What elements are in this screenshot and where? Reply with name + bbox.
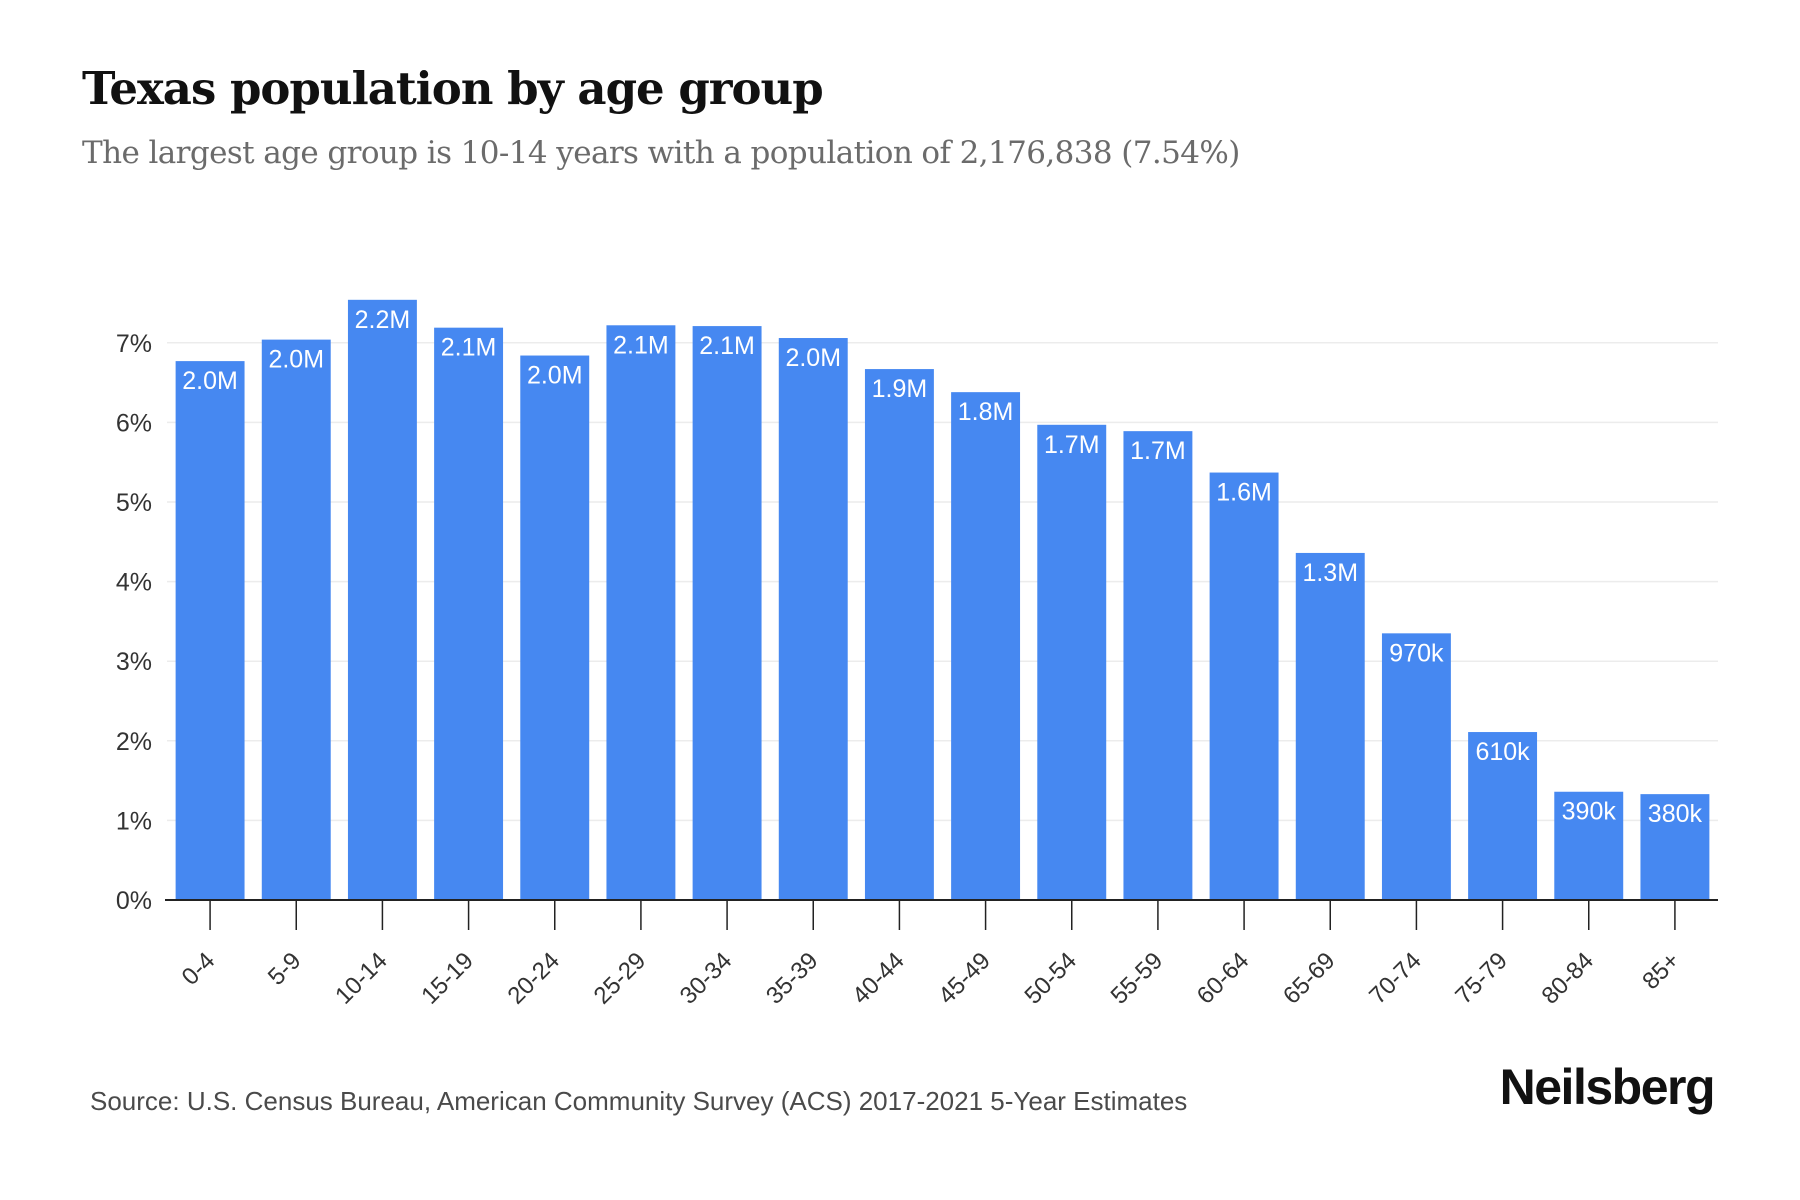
bar	[347, 299, 417, 900]
bar	[520, 355, 590, 900]
bar	[606, 325, 676, 901]
x-tick-label: 0-4	[177, 947, 221, 991]
x-tick-label: 5-9	[263, 947, 307, 991]
bar-data-label: 1.7M	[1130, 437, 1186, 465]
x-tick-label: 20-24	[502, 947, 565, 1010]
bar-data-label: 1.6M	[1216, 479, 1272, 507]
bar-data-label: 2.0M	[527, 362, 583, 390]
x-tick-label: 80-84	[1536, 947, 1599, 1010]
y-tick-label: 0%	[116, 887, 152, 915]
bar-data-label: 1.8M	[958, 398, 1014, 426]
y-axis-ticks: 0% 1% 2% 3% 4% 5% 6% 7%	[116, 330, 152, 915]
bar	[1640, 794, 1710, 900]
x-tick-label: 60-64	[1192, 947, 1255, 1010]
x-tick-label: 65-69	[1278, 947, 1341, 1010]
gridlines	[167, 342, 1718, 822]
bar-data-label: 1.7M	[1044, 431, 1100, 459]
x-tick-label: 40-44	[847, 947, 910, 1010]
bar	[951, 392, 1021, 900]
chart-subtitle: The largest age group is 10-14 years wit…	[82, 135, 1240, 171]
bar	[1037, 424, 1107, 900]
bar-data-label: 2.0M	[785, 344, 841, 372]
bar-data-label: 2.0M	[182, 367, 238, 395]
bar-data-label: 2.1M	[441, 334, 497, 362]
bar	[692, 326, 762, 901]
x-tick-label: 85+	[1637, 947, 1685, 995]
bar-data-label: 970k	[1389, 639, 1444, 667]
bar	[864, 369, 934, 900]
brand-logo: Neilsberg	[1499, 1059, 1716, 1115]
bar-data-label: 2.1M	[613, 331, 669, 359]
bar-data-label: 610k	[1475, 738, 1530, 766]
y-tick-label: 6%	[116, 409, 152, 437]
bar-data-label: 380k	[1648, 800, 1703, 828]
x-tick-label: 55-59	[1106, 947, 1169, 1010]
y-tick-label: 4%	[116, 569, 152, 597]
y-tick-label: 5%	[116, 489, 152, 517]
bar-data-labels: 2.0M 2.0M 2.2M 2.1M 2.0M 2.1M 2.1M 2.0M 1.9M 1.8M…	[182, 306, 1702, 828]
bar	[778, 338, 848, 900]
bar	[1123, 431, 1193, 900]
x-axis: 0-4 5-9 10-14 15-19 20-24 25-29 30-34 35-39 40-4…	[165, 899, 1718, 1010]
y-tick-label: 2%	[116, 728, 152, 756]
x-tick-label: 45-49	[933, 947, 996, 1010]
bar-data-label: 2.0M	[268, 346, 324, 374]
bar-data-label: 2.1M	[699, 332, 755, 360]
bar	[1554, 791, 1624, 900]
bar	[1295, 552, 1365, 900]
x-tick-label: 25-29	[589, 947, 652, 1010]
x-tick-label: 75-79	[1450, 947, 1513, 1010]
x-tick-label: 10-14	[330, 947, 393, 1010]
chart-title: Texas population by age group	[82, 62, 824, 115]
bar	[1209, 472, 1279, 900]
bar-data-label: 1.9M	[872, 375, 928, 403]
x-tick-label: 15-19	[416, 947, 479, 1010]
y-tick-label: 3%	[116, 648, 152, 676]
bar	[1468, 732, 1538, 900]
source-note: Source: U.S. Census Bureau, American Com…	[90, 1086, 1188, 1116]
bar-data-label: 2.2M	[355, 306, 411, 334]
y-tick-label: 7%	[116, 330, 152, 358]
bars	[175, 299, 1710, 901]
bar	[1381, 633, 1451, 900]
x-tick-label: 35-39	[761, 947, 824, 1010]
bar-data-label: 390k	[1562, 798, 1617, 826]
bar	[175, 361, 245, 900]
bar	[434, 327, 504, 900]
bar-data-label: 1.3M	[1302, 559, 1358, 587]
y-tick-label: 1%	[116, 807, 152, 835]
x-tick-label: 50-54	[1019, 947, 1082, 1010]
bar	[261, 339, 331, 901]
x-tick-label: 70-74	[1364, 947, 1427, 1010]
x-tick-label: 30-34	[675, 947, 738, 1010]
